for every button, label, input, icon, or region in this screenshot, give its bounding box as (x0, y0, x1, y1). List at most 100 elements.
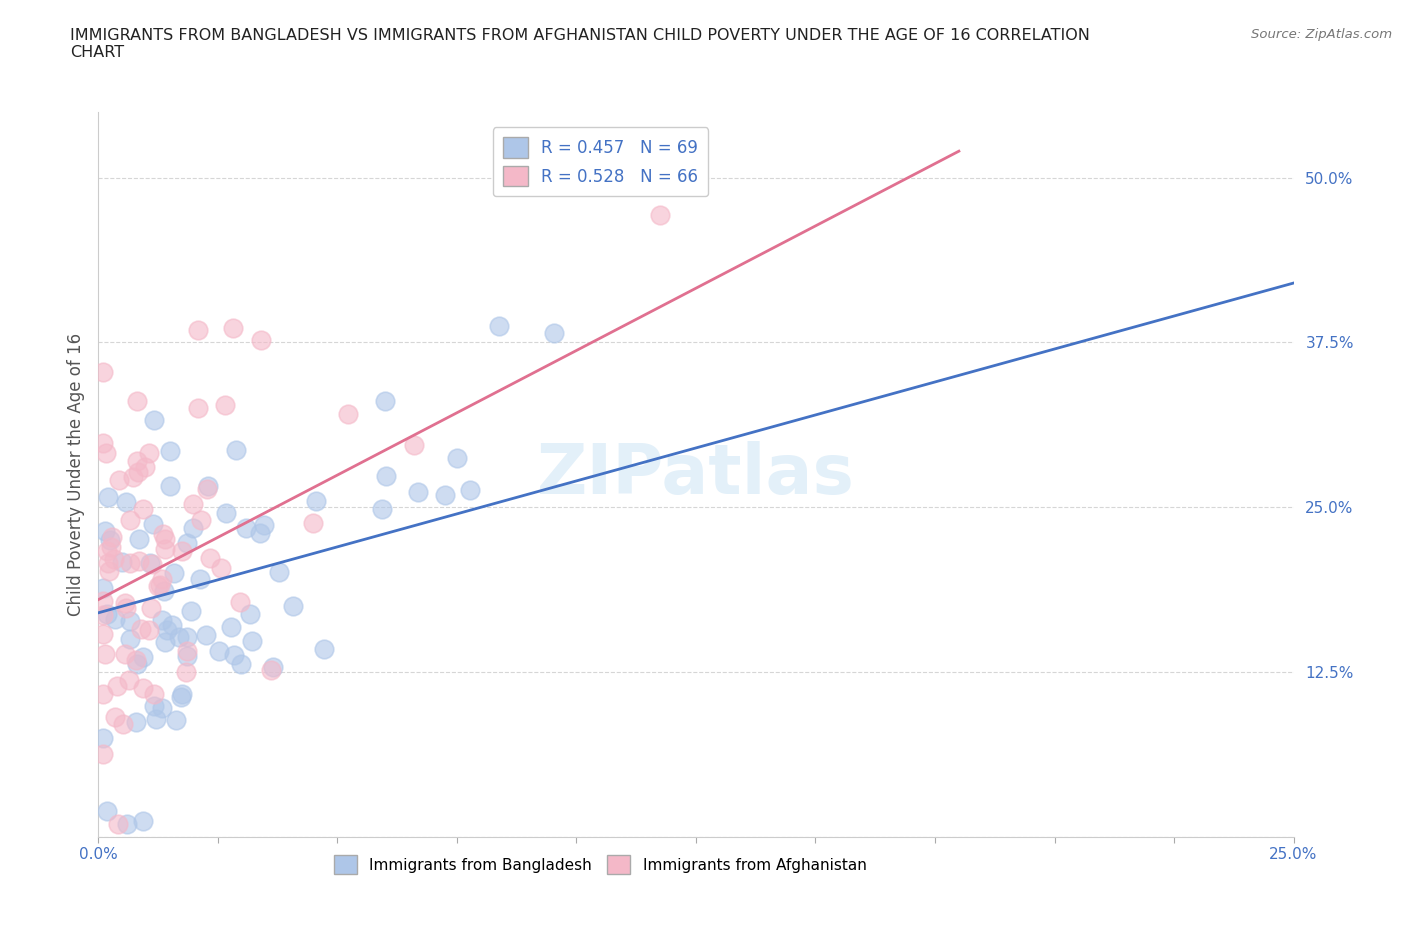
Point (163, 565, 186, 580)
Point (125, 657, 148, 671)
Point (250, 332, 273, 347)
Point (112, 716, 135, 731)
Point (107, 817, 129, 831)
Point (156, 623, 179, 638)
Point (114, 646, 136, 661)
Point (132, 681, 155, 696)
Point (91, 580, 114, 595)
Point (215, 506, 238, 521)
Point (337, 407, 360, 422)
Point (96, 804, 118, 818)
Point (370, 502, 392, 517)
Point (239, 606, 262, 621)
Point (194, 628, 217, 643)
Point (174, 665, 197, 680)
Point (224, 647, 246, 662)
Point (141, 556, 163, 571)
Point (152, 526, 174, 541)
Point (115, 601, 138, 616)
Point (374, 393, 396, 408)
Point (150, 700, 173, 715)
Point (543, 326, 565, 340)
Point (150, 571, 173, 586)
Point (188, 572, 211, 587)
Point (187, 401, 209, 416)
Point (118, 513, 141, 528)
Point (127, 393, 149, 408)
Point (138, 622, 160, 637)
Point (408, 485, 430, 499)
Point (98, 532, 121, 547)
Point (229, 594, 252, 609)
Point (118, 555, 141, 570)
Point (159, 444, 181, 458)
Point (91, 593, 114, 608)
Point (165, 712, 187, 727)
Point (91, 607, 114, 622)
Point (235, 520, 257, 535)
Point (93, 746, 115, 761)
Point (262, 659, 284, 674)
Point (132, 501, 155, 516)
Point (134, 460, 156, 475)
Point (180, 604, 202, 618)
Point (167, 630, 190, 644)
Point (152, 612, 174, 627)
Point (404, 437, 426, 452)
Point (176, 649, 198, 664)
Point (111, 554, 134, 569)
Point (105, 678, 128, 693)
Point (118, 631, 141, 646)
Point (240, 633, 263, 648)
Point (200, 551, 222, 565)
Point (128, 532, 150, 547)
Point (91, 365, 114, 379)
Point (187, 323, 209, 338)
Point (96, 543, 118, 558)
Point (120, 613, 142, 628)
Y-axis label: Child Poverty Under the Age of 16: Child Poverty Under the Age of 16 (66, 333, 84, 616)
Point (114, 495, 136, 510)
Point (91, 435, 114, 450)
Point (94, 647, 117, 662)
Point (132, 814, 155, 829)
Point (91, 627, 114, 642)
Text: Source: ZipAtlas.com: Source: ZipAtlas.com (1251, 28, 1392, 41)
Point (229, 657, 252, 671)
Point (374, 468, 396, 483)
Point (125, 715, 148, 730)
Point (91, 730, 114, 745)
Point (214, 397, 236, 412)
Point (650, 207, 672, 222)
Point (94, 524, 117, 538)
Point (176, 536, 198, 551)
Point (176, 630, 198, 644)
Point (170, 689, 193, 704)
Point (97, 564, 120, 578)
Point (127, 465, 149, 480)
Point (434, 487, 457, 502)
Point (97, 489, 120, 504)
Point (222, 321, 245, 336)
Point (91, 686, 114, 701)
Point (190, 512, 212, 527)
Point (129, 622, 152, 637)
Text: ZIPatlas: ZIPatlas (537, 441, 855, 508)
Point (100, 529, 122, 544)
Point (153, 635, 176, 650)
Point (197, 479, 219, 494)
Point (153, 542, 176, 557)
Point (143, 413, 166, 428)
Point (138, 445, 160, 460)
Point (458, 483, 481, 498)
Point (145, 711, 167, 726)
Point (94, 445, 117, 460)
Point (103, 551, 125, 566)
Point (225, 443, 247, 458)
Point (153, 531, 176, 546)
Point (176, 643, 198, 658)
Point (104, 611, 127, 626)
Point (128, 553, 150, 568)
Point (104, 710, 127, 724)
Point (139, 556, 162, 571)
